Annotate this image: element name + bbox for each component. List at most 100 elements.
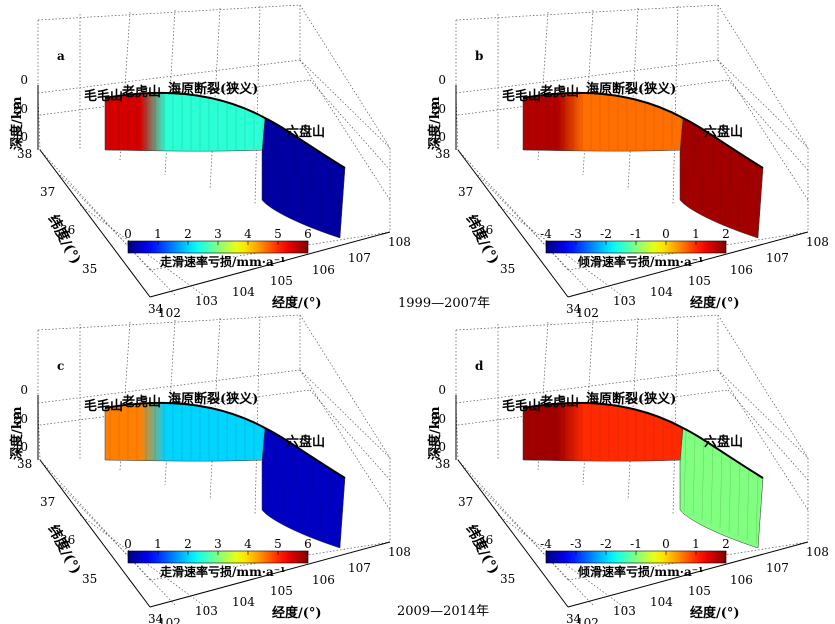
x-tick-label: 107 [766,561,789,575]
y-tick-label: 34 [148,302,164,316]
y-tick-label: 36 [478,223,493,237]
z-tick-label: 40 [431,130,446,144]
mesh-line [319,152,323,227]
fault-label: 毛毛山 [502,398,541,414]
grid-line [672,5,679,206]
panel-a: a02040深度/km3837363534纬度/(°)1021031041051… [9,4,411,320]
x-tick-label: 103 [613,294,636,308]
colorbar-tick-label: -4 [540,227,552,241]
y-tick-label: 38 [17,457,32,471]
x-tick-label: 105 [688,584,711,598]
x-axis-label: 经度/(°) [690,605,740,621]
panel-letter: d [475,359,484,373]
y-tick-label: 37 [458,495,473,509]
z-axis-label: 深度/km [9,96,25,150]
fault-label: 老虎山 [539,394,579,410]
colorbar-tick-label: -2 [600,537,612,551]
colorbar-tick-label: 4 [244,537,252,551]
mesh-line [755,473,759,545]
x-axis-line [149,541,391,608]
y-tick-label: 37 [40,185,55,199]
colorbar-label: 走滑速率亏损/mm·a⁻¹ [160,564,285,579]
x-tick-label: 104 [232,595,255,609]
x-tick-label: 108 [806,545,829,559]
colorbar-tick-label: 6 [304,537,312,551]
fault-label: 海原断裂(狭义) [586,391,676,407]
x-tick-label: 106 [730,573,753,587]
mesh-line [265,429,269,513]
mesh-line [292,446,296,525]
colorbar-tick-label: -3 [570,537,582,551]
grid-line [672,315,679,516]
x-axis-label: 经度/(°) [272,295,322,311]
colorbar-tick-label: 0 [124,227,132,241]
mesh-line [283,440,287,521]
mesh-line [274,125,278,207]
x-tick-label: 104 [650,595,673,609]
fault-label: 六盘山 [286,124,325,140]
y-axis-line [39,149,151,298]
period-label-bottom: 2009—2014年 [397,604,490,619]
panel-letter: b [475,49,483,63]
colorbar-tick-label: 0 [124,537,132,551]
x-axis-line [567,541,809,608]
y-tick-label: 37 [40,495,55,509]
x-axis-line [149,231,391,298]
period-label-top: 1999—2007年 [398,296,491,311]
mesh-line [746,158,750,231]
x-tick-label: 107 [348,561,371,575]
mesh-line [746,468,750,541]
fault-label: 海原断裂(狭义) [168,81,258,97]
z-tick-label: 0 [438,383,446,397]
mesh-line [728,147,732,223]
colorbar-label: 走滑速率亏损/mm·a⁻¹ [160,254,285,269]
x-tick-label: 105 [270,274,293,288]
grid-line [457,459,569,581]
x-tick-label: 103 [195,294,218,308]
grid-line [37,4,301,21]
z-tick-label: 0 [438,73,446,87]
colorbar-tick-label: 0 [662,227,670,241]
fault-label: 老虎山 [121,394,161,410]
y-axis-label: 纬度/(°) [44,522,84,577]
x-tick-label: 103 [613,604,636,618]
y-tick-label: 38 [435,457,450,471]
y-tick-label: 38 [17,147,32,161]
colorbar-tick-label: 0 [662,537,670,551]
mesh-line [265,119,269,203]
colorbar-tick-label: -4 [540,537,552,551]
z-tick-label: 40 [13,130,28,144]
y-axis-label: 纬度/(°) [462,522,502,577]
colorbar-tick-label: 5 [274,227,282,241]
mesh-line [274,435,278,517]
x-axis-line [567,231,809,298]
y-tick-label: 35 [500,262,515,276]
grid-line [37,402,41,461]
x-tick-label: 102 [576,616,599,624]
mesh-line [328,158,332,231]
y-axis-line [39,459,151,608]
mesh-line [719,451,723,529]
grid-line [455,402,459,461]
colorbar-tick-label: 1 [154,537,162,551]
x-tick-label: 106 [312,263,335,277]
fault-label: 海原断裂(狭义) [586,81,676,97]
mesh-line [328,468,332,541]
colorbar-tick-label: 4 [244,227,252,241]
z-tick-label: 0 [20,73,28,87]
z-tick-label: 20 [431,412,446,426]
mesh-line [319,462,323,537]
colorbar-tick-label: 1 [692,537,700,551]
panel-c: c02040深度/km3837363534纬度/(°)1021031041051… [9,314,411,624]
mesh-line [301,141,305,219]
x-tick-label: 108 [806,235,829,249]
z-tick-label: 20 [431,102,446,116]
panel-d: d02040深度/km3837363534纬度/(°)1021031041051… [427,314,829,624]
x-axis-label: 经度/(°) [690,295,740,311]
colorbar-tick-label: 2 [184,227,192,241]
y-tick-label: 38 [435,147,450,161]
mesh-line [719,141,723,219]
grid-line [309,79,391,171]
